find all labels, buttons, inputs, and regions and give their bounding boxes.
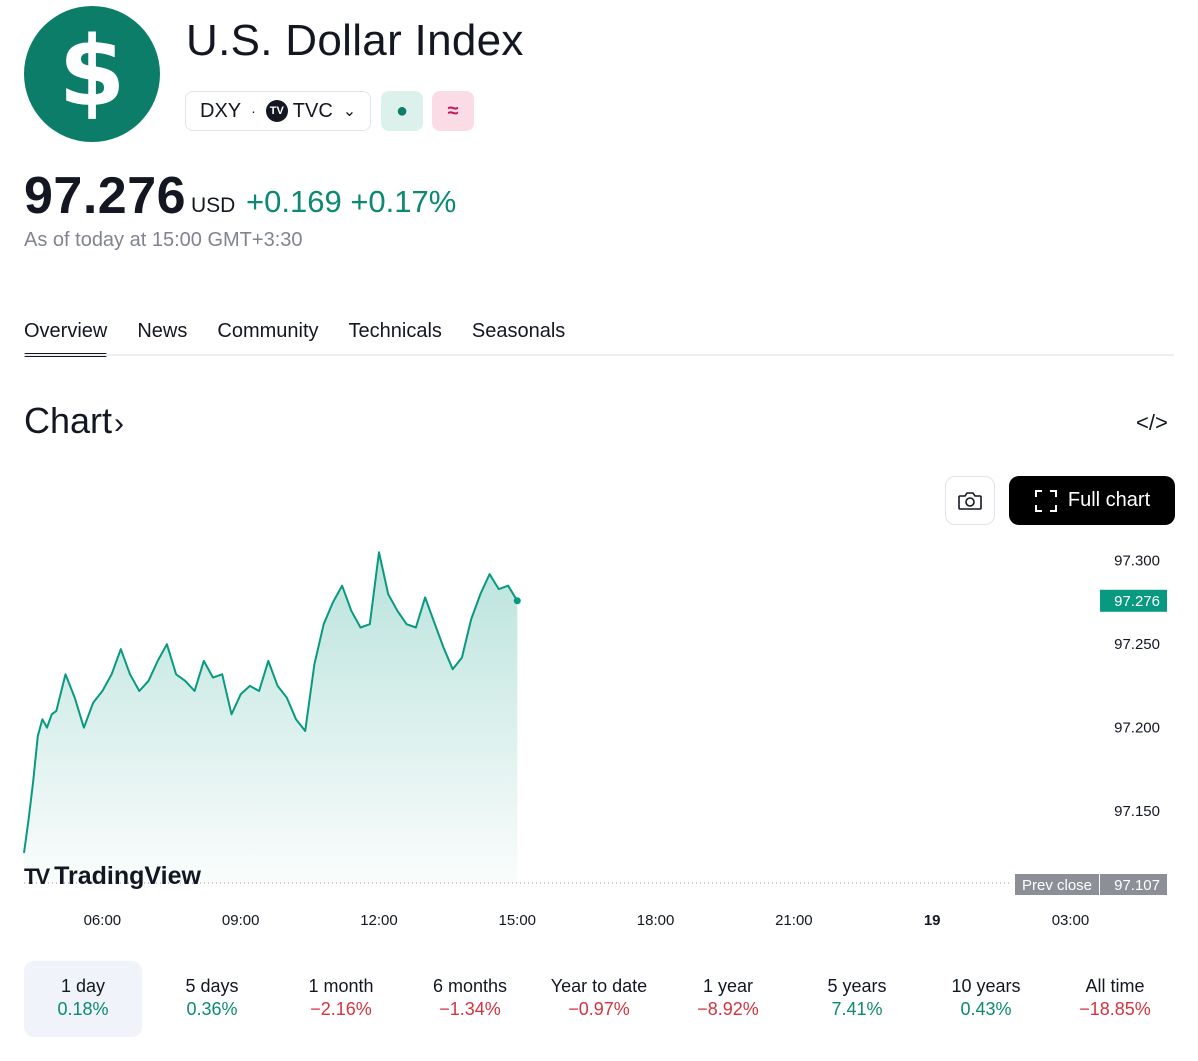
- period-label: Year to date: [550, 976, 648, 996]
- period-change: −2.16%: [310, 999, 372, 1019]
- period-change: −0.97%: [568, 999, 630, 1019]
- tab-community[interactable]: Community: [217, 320, 319, 342]
- camera-icon: [958, 491, 982, 510]
- tabs-divider: [24, 354, 1174, 356]
- y-tick-label: 97.200: [1114, 720, 1160, 737]
- x-tick-label: 12:00: [360, 912, 398, 929]
- tab-seasonals[interactable]: Seasonals: [471, 320, 566, 342]
- period-1-day[interactable]: 1 day 0.18%: [24, 961, 142, 1037]
- period-1-year[interactable]: 1 year −8.92%: [658, 961, 798, 1037]
- price-change-abs: +0.169: [246, 184, 342, 219]
- chart-heading-label: Chart: [24, 400, 113, 441]
- snapshot-button[interactable]: [945, 476, 995, 525]
- x-tick-label: 09:00: [222, 912, 260, 929]
- last-price-dot: [513, 597, 521, 605]
- chart-heading-link[interactable]: Chart›: [24, 400, 124, 442]
- price-change: +0.169 +0.17%: [246, 184, 456, 220]
- market-open-dot-icon: ●: [395, 99, 409, 122]
- tradingview-badge-icon: TV: [265, 100, 288, 122]
- chevron-down-icon: ⌄: [342, 103, 357, 120]
- dollar-logo-symbol: $: [58, 16, 126, 128]
- period-all-time[interactable]: All time −18.85%: [1056, 961, 1174, 1037]
- period-label: 1 year: [702, 976, 754, 996]
- period-label: 5 days: [185, 976, 239, 996]
- period-change: −18.85%: [1079, 999, 1151, 1019]
- last-price-tag: [1100, 589, 1167, 612]
- period-change: 7.41%: [831, 999, 883, 1019]
- chevron-right-icon: ›: [114, 407, 125, 440]
- tab-news[interactable]: News: [137, 320, 188, 342]
- section-tabs: Overview News Community Technicals Seaso…: [24, 320, 595, 357]
- period-label: 1 month: [308, 976, 374, 996]
- price-currency: USD: [191, 194, 236, 217]
- x-tick-label: 19: [924, 912, 941, 929]
- fullscreen-icon: [1034, 489, 1057, 512]
- period-change: −1.34%: [439, 999, 501, 1019]
- period-change: 0.36%: [186, 999, 238, 1019]
- period-label: 10 years: [951, 976, 1021, 996]
- full-chart-label: Full chart: [1067, 489, 1151, 511]
- full-chart-button[interactable]: Full chart: [1009, 476, 1175, 525]
- period-change: −8.92%: [697, 999, 759, 1019]
- as-of-timestamp: As of today at 15:00 GMT+3:30: [24, 229, 303, 251]
- period-1-month[interactable]: 1 month −2.16%: [282, 961, 400, 1037]
- x-tick-label: 06:00: [84, 912, 122, 929]
- delayed-data-button[interactable]: ≈: [432, 91, 474, 131]
- period-change: 0.18%: [57, 999, 109, 1019]
- embed-code-icon[interactable]: </>: [1136, 410, 1168, 435]
- x-tick-label: 21:00: [775, 912, 813, 929]
- tab-overview[interactable]: Overview: [24, 320, 108, 357]
- x-tick-label: 03:00: [1052, 912, 1090, 929]
- last-price-tag-label: 97.276: [1114, 593, 1160, 610]
- y-tick-label: 97.300: [1114, 553, 1160, 570]
- x-tick-label: 15:00: [498, 912, 536, 929]
- price-line: [23, 551, 519, 854]
- period-5-days[interactable]: 5 days 0.36%: [142, 961, 282, 1037]
- tradingview-wordmark: TradingView: [54, 862, 201, 890]
- prev-close-tag-label: Prev close: [1022, 877, 1092, 894]
- price-area-fill: [24, 552, 518, 883]
- prev-close-value-tag: [1100, 874, 1167, 895]
- ticker-label: DXY: [200, 99, 242, 122]
- market-status-button[interactable]: ●: [381, 91, 423, 131]
- tab-technicals[interactable]: Technicals: [348, 320, 442, 342]
- exchange-label: TVC: [292, 99, 333, 122]
- period-label: 1 day: [60, 976, 106, 996]
- period-label: 6 months: [432, 976, 508, 996]
- period-label: All time: [1085, 976, 1145, 996]
- price-chart[interactable]: 97.300 97.250 97.200 97.150 97.276 Prev close…: [0, 530, 1198, 930]
- price-change-pct: +0.17%: [350, 184, 457, 219]
- delayed-data-icon: ≈: [447, 99, 459, 122]
- performance-periods: 1 day 0.18% 5 days 0.36% 1 month −2.16% 6 mont…: [24, 961, 1174, 1037]
- prev-close-value-label: 97.107: [1114, 877, 1160, 894]
- dollar-logo: $: [24, 6, 160, 142]
- x-tick-label: 18:00: [637, 912, 675, 929]
- tradingview-logo[interactable]: TV TradingView: [24, 862, 201, 891]
- page-title: U.S. Dollar Index: [186, 16, 524, 65]
- period-5-years[interactable]: 5 years 7.41%: [798, 961, 916, 1037]
- last-price: 97.276: [24, 167, 187, 225]
- period-label: 5 years: [827, 976, 887, 996]
- period-6-months[interactable]: 6 months −1.34%: [400, 961, 540, 1037]
- y-tick-label: 97.150: [1114, 803, 1160, 820]
- period-year-to-date[interactable]: Year to date −0.97%: [540, 961, 658, 1037]
- separator-dot: ·: [251, 103, 256, 119]
- symbol-exchange-selector[interactable]: DXY · TV TVC ⌄: [185, 91, 371, 131]
- y-tick-label: 97.250: [1114, 636, 1160, 653]
- prev-close-tag: [1015, 874, 1099, 895]
- tradingview-mark-icon: TV: [24, 863, 50, 889]
- period-10-years[interactable]: 10 years 0.43%: [916, 961, 1056, 1037]
- period-change: 0.43%: [960, 999, 1012, 1019]
